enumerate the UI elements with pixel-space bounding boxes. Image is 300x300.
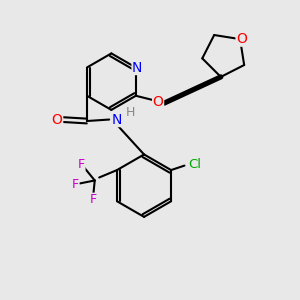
Text: F: F [78,158,85,171]
Text: F: F [72,178,79,191]
Text: O: O [52,112,63,127]
Text: N: N [111,112,122,127]
Text: Cl: Cl [188,158,201,171]
Text: O: O [236,32,247,46]
Text: N: N [132,61,142,74]
Text: O: O [153,95,164,109]
Text: H: H [126,106,135,119]
Text: F: F [90,193,97,206]
